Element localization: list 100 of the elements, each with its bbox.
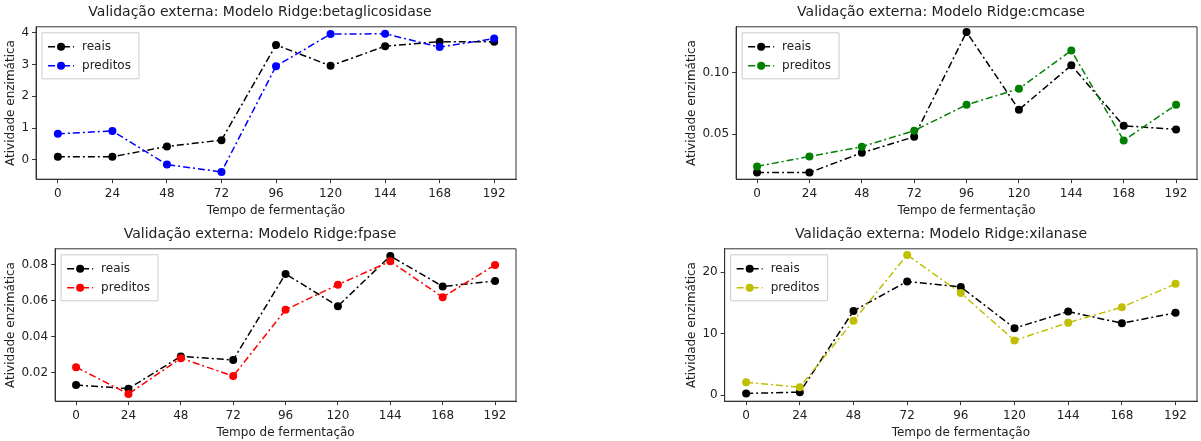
y-tick-label: 0.02 [21,364,49,379]
x-tick-label: 168 [431,407,455,422]
y-tick-label: 3 [21,56,30,71]
x-axis-title: Tempo de fermentação [896,202,1036,217]
point [910,126,919,135]
x-tick-label: 192 [1164,407,1187,422]
x-tick-label: 192 [483,407,507,422]
point [1171,279,1180,288]
legend-label: reais [770,260,800,275]
x-tick-label: 72 [906,185,922,200]
x-tick-label: 24 [120,407,137,422]
point [229,372,238,381]
point [1010,336,1019,345]
y-tick-label: 0.08 [21,257,49,272]
point [1119,121,1128,130]
x-tick-label: 96 [268,185,284,200]
x-tick-label: 48 [159,185,175,200]
x-tick-label: 144 [1059,185,1083,200]
y-axis-title: Atividade enzimática [684,40,699,166]
point [435,43,444,52]
point [124,390,133,399]
point [162,160,171,169]
point [229,355,238,364]
point [1067,46,1076,55]
x-tick-label: 120 [1003,407,1026,422]
point [962,100,971,109]
point [742,389,751,398]
point [333,280,342,289]
x-tick-label: 48 [845,407,862,422]
y-tick-label: 0.05 [702,126,730,141]
point [326,61,335,70]
point [381,29,390,38]
point [217,167,226,176]
point [1171,308,1180,317]
y-axis-title: Atividade enzimática [3,262,18,388]
x-tick-label: 96 [277,407,294,422]
x-tick-label: 48 [173,407,189,422]
point [1172,125,1181,134]
x-tick-label: 72 [225,407,241,422]
y-tick-label: 1 [21,120,30,135]
x-tick-label: 168 [428,185,452,200]
chart-title: Validação externa: Modelo Ridge:betaglicosidase [88,3,432,20]
point [381,42,390,51]
point [805,168,814,177]
chart-title: Validação externa: Modelo Ridge:fpase [123,225,397,242]
point [491,260,500,269]
point [1117,303,1126,312]
y-axis-title: Atividade enzimática [3,40,18,166]
point [1064,307,1073,316]
point [1014,105,1023,114]
point [53,129,62,138]
x-axis-title: Tempo de fermentação [890,424,1030,439]
point [1067,61,1076,70]
point [281,305,290,314]
y-tick-label: 0 [21,151,30,166]
legend-label: reais [101,260,131,275]
x-tick-label: 120 [319,185,343,200]
y-tick-label: 0.06 [21,292,49,307]
point [742,378,751,387]
y-tick-label: 0 [710,387,718,402]
x-tick-label: 72 [899,407,915,422]
x-tick-label: 96 [958,185,975,200]
point [849,316,858,325]
point [438,293,447,302]
x-tick-label: 168 [1110,407,1134,422]
legend-label: preditos [101,279,151,294]
y-tick-label: 0.04 [21,328,49,343]
point [1172,100,1181,109]
x-tick-label: 120 [1007,185,1031,200]
x-tick-label: 0 [742,407,750,422]
x-tick-label: 48 [854,185,870,200]
point [72,363,81,372]
chart-title: Validação externa: Modelo Ridge:cmcase [797,3,1085,20]
y-tick-label: 2 [21,88,30,103]
point [849,306,858,315]
point [1117,319,1126,328]
point [53,152,62,161]
y-tick-label: 20 [702,264,718,279]
point [108,152,117,161]
x-tick-label: 144 [1056,407,1080,422]
point [1014,84,1023,93]
point [272,40,281,49]
point [1119,136,1128,145]
point [386,257,395,266]
point [217,136,226,145]
point [491,277,500,286]
point [326,30,335,39]
x-tick-label: 192 [1164,185,1188,200]
x-tick-label: 24 [801,185,818,200]
point [962,28,971,37]
x-tick-label: 0 [72,407,80,422]
x-tick-label: 144 [378,407,402,422]
point [753,162,762,171]
point [857,142,866,151]
x-tick-label: 120 [326,407,350,422]
point [753,168,762,177]
point [1010,324,1019,333]
point [956,289,965,298]
point [1064,318,1073,327]
point [281,269,290,278]
